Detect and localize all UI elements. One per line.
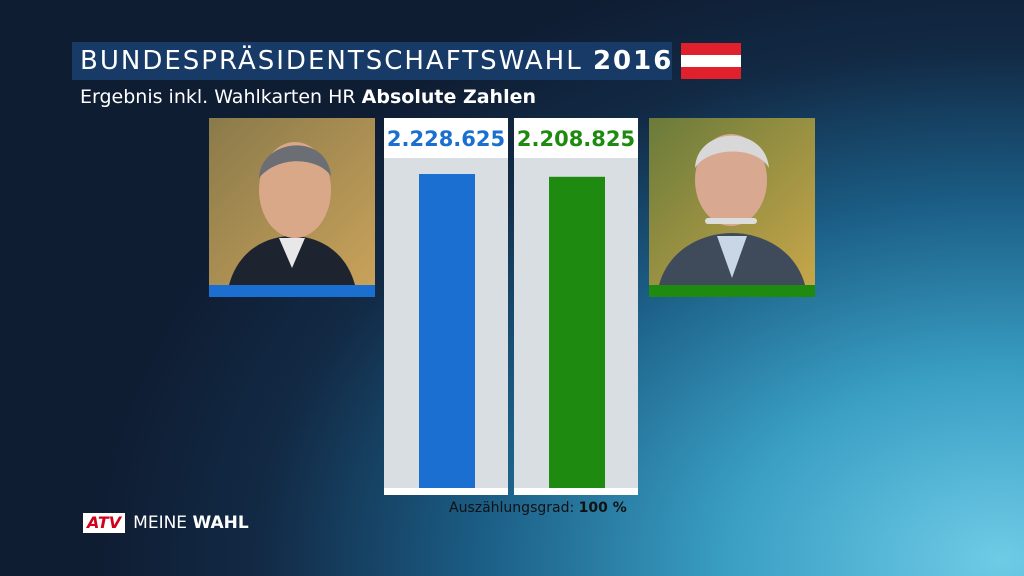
value-label: 2.208.825 <box>517 127 635 151</box>
title-year: 2016 <box>592 46 674 76</box>
logo: ATV MEINE WAHL <box>83 513 249 533</box>
austria-flag <box>681 43 741 79</box>
logo-text-bold: WAHL <box>192 513 249 533</box>
candidate-photo <box>209 118 375 285</box>
title-box: BUNDESPRÄSIDENTSCHAFTSWAHL 2016 <box>72 42 672 80</box>
logo-text: MEINE <box>133 513 188 533</box>
logo-brand: ATV <box>83 513 126 533</box>
value-label: 2.228.625 <box>387 127 505 151</box>
title: BUNDESPRÄSIDENTSCHAFTSWAHL <box>80 46 583 76</box>
candidate-photo <box>649 118 815 285</box>
candidate-color-strip <box>209 285 375 297</box>
bar <box>419 174 475 488</box>
value-box <box>514 118 638 158</box>
subtitle-line: Ergebnis inkl. Wahlkarten HR Absolute Za… <box>80 86 536 108</box>
subtitle-bold: Absolute Zahlen <box>361 86 536 108</box>
candidate-color-strip <box>649 285 815 297</box>
panel-base <box>514 488 638 495</box>
subtitle: Ergebnis inkl. Wahlkarten HR <box>80 86 356 108</box>
counting-label: Auszählungsgrad: <box>449 500 575 516</box>
panel-base <box>384 488 508 495</box>
counting-status: Auszählungsgrad: 100 % <box>449 500 627 516</box>
counting-value: 100 % <box>578 500 627 516</box>
bar <box>549 176 605 488</box>
value-box <box>384 118 508 158</box>
